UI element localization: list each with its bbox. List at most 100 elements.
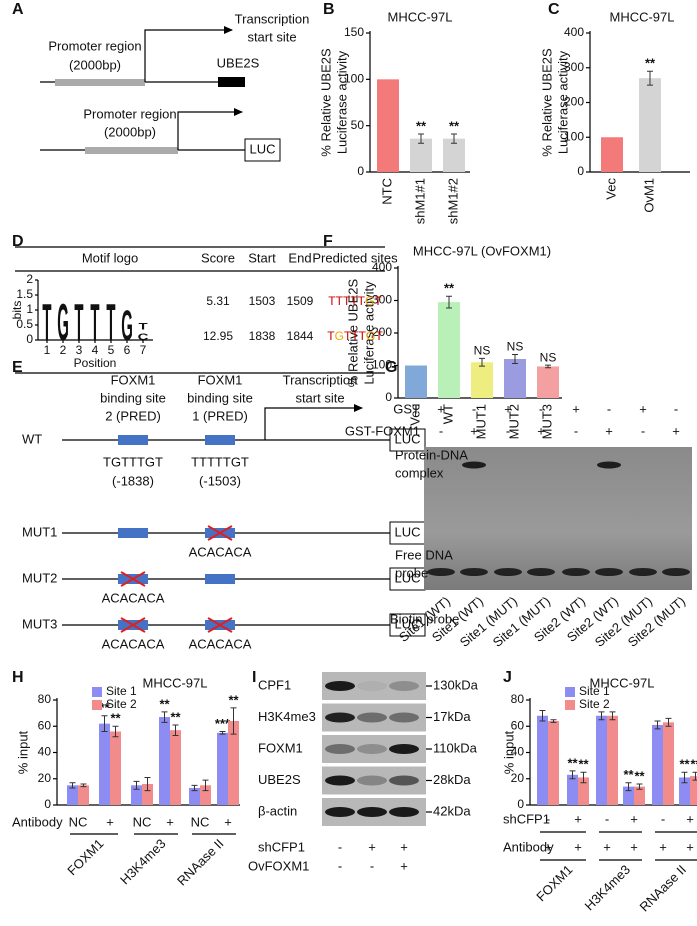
protein-label: FOXM1 [258, 740, 303, 755]
reporter-box [389, 613, 426, 637]
table-cell: 1838 [249, 329, 276, 343]
promoter-label: Promoter region [48, 38, 141, 53]
significance: NS [507, 340, 524, 354]
blot-band [389, 775, 419, 786]
bar [567, 774, 578, 805]
x-tick-label: shM1#1 [412, 178, 427, 224]
legend-swatch [565, 687, 575, 697]
error-bar [219, 731, 226, 735]
error-bar [539, 710, 546, 722]
table-cell: 5.31 [206, 294, 230, 308]
condition-label: OvFOXM1 [248, 858, 309, 873]
y-tick-label: 60 [38, 718, 52, 732]
significance: ** [578, 757, 589, 772]
site-label: binding site [187, 390, 253, 405]
significance: ** [416, 118, 427, 133]
y-axis-label: % Relative UBE2S [345, 278, 360, 387]
row-value: + [686, 811, 694, 826]
mutation-cross [207, 617, 233, 633]
site-label: 2 (PRED) [105, 408, 161, 423]
table-cell: 1844 [287, 329, 314, 343]
bar [596, 715, 607, 805]
y-tick-label: 2 [26, 272, 33, 286]
row-value: + [504, 401, 512, 416]
complex-band [597, 461, 621, 469]
y-tick-label: 0 [357, 164, 364, 178]
reporter-label: LUC [394, 616, 420, 631]
y-tick-label: 20 [38, 771, 52, 785]
free-probe-band [460, 568, 488, 576]
x-tick-label: MUT3 [539, 404, 554, 439]
y-axis-label: % Relative UBE2S [539, 48, 554, 157]
size-label: 110kDa [433, 740, 478, 755]
tss-label: Transcription [283, 372, 358, 387]
x-tick-label: 6 [124, 343, 131, 357]
significance: ** [110, 711, 121, 726]
gene-label: UBE2S [217, 55, 260, 70]
y-tick-label: 80 [511, 692, 525, 706]
table-header: Predicted sites [312, 250, 398, 265]
bar [504, 359, 526, 398]
bar [537, 366, 559, 398]
table-header: Start [248, 250, 276, 265]
site-letter: G [366, 329, 375, 343]
band-label: Free DNA [395, 547, 453, 562]
legend-label: Site 2 [106, 697, 137, 711]
row-value: - [674, 401, 678, 416]
error-bar [692, 771, 697, 781]
y-tick-label: 100 [564, 129, 584, 143]
panel-label: A [12, 1, 24, 18]
bar [607, 715, 618, 805]
bar [170, 730, 181, 805]
significance: NS [540, 350, 557, 364]
row-value: + [574, 839, 582, 854]
bar [217, 732, 228, 805]
group-label: H3K4me3 [582, 862, 633, 913]
site-letter: T [327, 329, 335, 343]
x-tick-label: 7 [140, 343, 147, 357]
row-value: + [470, 423, 478, 438]
y-axis-label: Luciferase activity [361, 281, 376, 385]
error-bar [133, 780, 140, 790]
y-axis-label: Luciferase activity [555, 50, 570, 154]
bar [67, 785, 78, 805]
site-letter: T [344, 329, 352, 343]
error-bar [569, 770, 576, 780]
table-cell: TGTTTGT [327, 329, 383, 343]
construct-name: MUT1 [22, 524, 57, 539]
significance: ** [170, 709, 181, 724]
row-value: NC [191, 814, 210, 829]
group-label: FOXM1 [64, 836, 106, 878]
error-bar [580, 771, 587, 784]
blot-band [325, 712, 355, 723]
y-tick-label: 80 [38, 692, 52, 706]
y-tick-label: 60 [511, 718, 525, 732]
row-label: GST-FOXM1 [345, 423, 420, 438]
site-letter: T [350, 294, 358, 308]
chart-title: MHCC-97L [387, 9, 452, 24]
row-value: + [437, 401, 445, 416]
row-value: - [661, 811, 665, 826]
blot-band [325, 807, 355, 817]
row-value: + [603, 839, 611, 854]
error-bar [161, 711, 168, 723]
legend-swatch [92, 700, 102, 710]
reporter-label: LUC [249, 141, 275, 156]
logo-letter: T [74, 294, 83, 352]
blot-band [389, 807, 419, 817]
blot-band [357, 807, 387, 817]
site-letter: T [374, 294, 382, 308]
band-label: complex [395, 465, 444, 480]
site-letter: T [351, 329, 359, 343]
bar [438, 302, 460, 398]
panel-label: E [12, 359, 23, 376]
bar [548, 721, 559, 805]
bar [537, 715, 548, 805]
legend-label: Site 1 [579, 684, 610, 698]
free-probe-band [662, 568, 690, 576]
legend-label: Site 2 [579, 697, 610, 711]
row-value: + [574, 811, 582, 826]
significance: ** [159, 696, 170, 711]
table-cell: 1503 [249, 294, 276, 308]
error-bar [654, 720, 661, 730]
